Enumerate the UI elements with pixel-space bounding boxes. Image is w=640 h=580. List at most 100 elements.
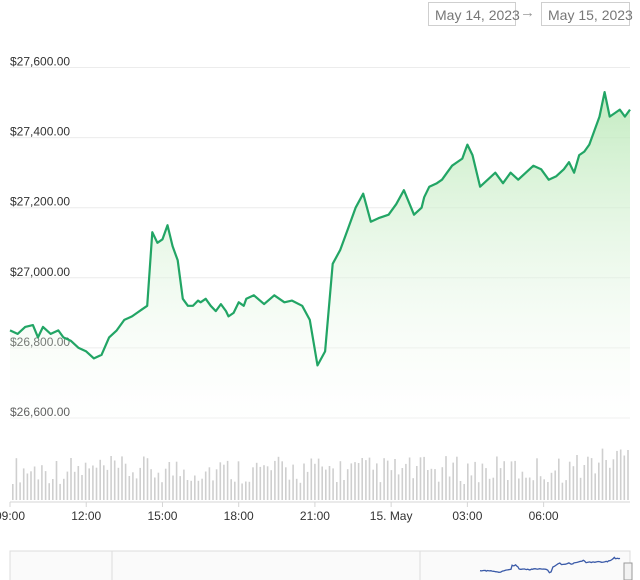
volume-bar [22, 468, 25, 500]
volume-bar [550, 472, 553, 500]
volume-bar [488, 478, 491, 500]
volume-bar [397, 474, 400, 500]
volume-bar [183, 469, 185, 500]
volume-bar [543, 479, 545, 500]
volume-bar [405, 463, 407, 500]
volume-bar [386, 460, 389, 500]
volume-bar [430, 468, 433, 500]
volume-bar [576, 455, 578, 500]
volume-bar [445, 456, 447, 500]
volume-bar [52, 479, 54, 500]
volume-bar [41, 465, 43, 500]
volume-bar [619, 449, 622, 500]
volume-bar [150, 469, 152, 500]
volume-bar [441, 467, 444, 500]
volume-bar [547, 482, 549, 500]
volume-bar [73, 471, 76, 500]
volume-bar [103, 465, 105, 500]
volume-bar [146, 458, 149, 500]
volume-bar [168, 462, 171, 500]
x-tick-label: 09:00 [0, 509, 25, 523]
volume-bar [208, 467, 211, 500]
volume-bar [568, 461, 571, 500]
volume-bar [95, 467, 98, 500]
volume-bar [161, 482, 163, 500]
volume-bar [536, 458, 538, 500]
volume-bar [357, 463, 360, 500]
volume-bar [255, 462, 258, 500]
volume-bar [481, 463, 484, 500]
volume-bar [26, 473, 29, 500]
volume-bar [128, 476, 131, 500]
navigator-mini-series [479, 556, 621, 574]
volume-bar [281, 461, 283, 500]
volume-bar [383, 458, 385, 500]
volume-bar [474, 461, 476, 500]
navigator[interactable] [9, 550, 633, 580]
volume-bar [579, 477, 582, 500]
volume-bar [259, 466, 262, 500]
volume-bar [197, 480, 200, 500]
volume-bar [92, 465, 94, 500]
x-axis-labels: 09:00 12:00 15:00 18:00 21:00 15. May 03:00 06:… [0, 502, 559, 523]
volume-bar [496, 456, 498, 500]
y-tick-label: $27,600.00 [10, 55, 70, 69]
volume-bar [30, 471, 32, 500]
volume-bar [452, 462, 454, 500]
volume-bar [463, 484, 465, 500]
volume-bar [33, 466, 36, 500]
volume-bar [350, 463, 353, 500]
volume-bar [88, 468, 90, 500]
volume-bar [317, 458, 320, 500]
volume-bar [59, 483, 61, 500]
volume-bar [372, 469, 374, 500]
volume-bar [565, 480, 567, 500]
volume-bar [121, 456, 123, 500]
volume-bar [303, 463, 305, 500]
volume-bar [55, 461, 58, 500]
volume-bar [507, 480, 509, 500]
volume-bar [321, 466, 323, 500]
volume-bar [518, 478, 520, 500]
y-tick-label: $27,200.00 [10, 195, 70, 209]
date-range-to-field[interactable]: May 15, 2023 [541, 2, 633, 26]
volume-bar [336, 482, 338, 500]
y-tick-label: $27,400.00 [10, 125, 70, 139]
volume-bar [528, 477, 531, 500]
navigator-frame [9, 550, 631, 580]
date-range-from-field[interactable]: May 14, 2023 [428, 2, 520, 26]
volume-bar [175, 461, 178, 500]
volume-bars [12, 448, 629, 500]
volume-bar [274, 460, 276, 500]
volume-bar [598, 462, 600, 500]
volume-bar [601, 448, 604, 500]
volume-bar [288, 479, 291, 500]
volume-bar [19, 482, 21, 500]
volume-bar [521, 471, 524, 500]
volume-bar [485, 468, 487, 500]
volume-bar [427, 470, 429, 500]
volume-bar [263, 465, 265, 500]
volume-bar [434, 469, 436, 500]
volume-bar [423, 456, 425, 500]
volume-bar [113, 460, 116, 500]
volume-bar [467, 463, 469, 500]
volume-bar [66, 471, 69, 500]
volume-bar [37, 479, 40, 500]
volume-bar [186, 480, 189, 500]
volume-bar [583, 465, 586, 500]
volume-bar [587, 456, 589, 500]
volume-bar [394, 459, 396, 500]
volume-bar [179, 476, 181, 500]
volume-bar [379, 482, 382, 500]
volume-bar [361, 458, 363, 500]
navigator-handle[interactable] [623, 562, 633, 580]
volume-bar [419, 457, 422, 500]
volume-bar [190, 480, 192, 500]
volume-bar [99, 459, 101, 500]
volume-bar [514, 460, 516, 500]
volume-bar [295, 478, 298, 500]
volume-bar [277, 456, 280, 500]
volume-bar [81, 475, 83, 500]
volume-bar [266, 466, 269, 500]
